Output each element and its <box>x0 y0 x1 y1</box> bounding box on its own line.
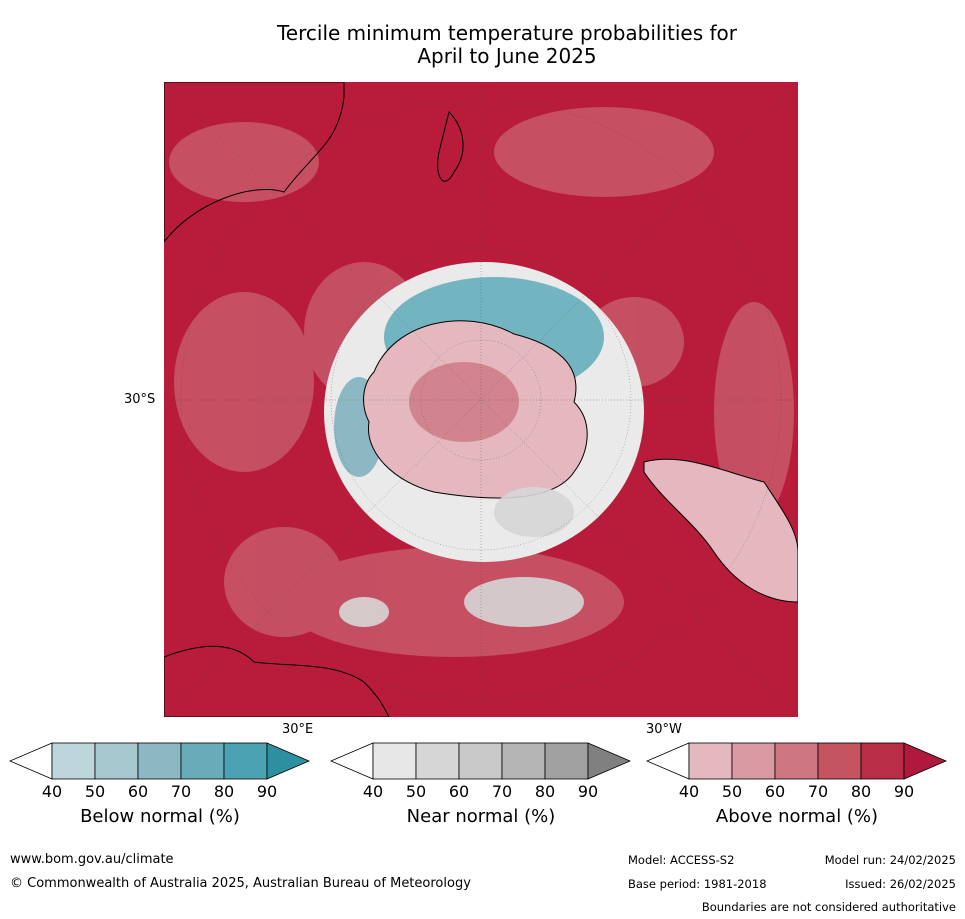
near-tick-label: 90 <box>577 782 599 801</box>
south-america-outline <box>643 458 798 603</box>
colorbar-below-label: Below normal (%) <box>80 806 240 827</box>
below-segment <box>223 742 268 780</box>
near-segment <box>544 742 589 780</box>
colorbar-near-label: Near normal (%) <box>406 806 556 827</box>
above-tick-label: 40 <box>678 782 700 801</box>
above-cap-low <box>645 742 690 780</box>
below-cap-low <box>8 742 53 780</box>
near-cap-low <box>329 742 374 780</box>
lat-label-30s: 30°S <box>124 392 156 407</box>
disclaimer-text: Boundaries are not considered authoritat… <box>701 900 956 914</box>
africa-outline <box>164 645 390 717</box>
above-segment <box>774 742 819 780</box>
australia-outline <box>164 82 345 243</box>
title-line-1: Tercile minimum temperature probabilitie… <box>276 21 738 45</box>
below-segment <box>180 742 225 780</box>
below-tick-label: 90 <box>256 782 278 801</box>
above-segment <box>688 742 733 780</box>
near-tick-label: 40 <box>362 782 384 801</box>
near-tick-label: 70 <box>491 782 513 801</box>
below-tick-label: 70 <box>170 782 192 801</box>
above-segment <box>817 742 862 780</box>
colorbar-above-label: Above normal (%) <box>715 806 879 827</box>
map-title: Tercile minimum temperature probabilitie… <box>0 22 965 68</box>
near-segment <box>372 742 417 780</box>
near-tick-label: 80 <box>534 782 556 801</box>
below-segment <box>94 742 139 780</box>
near-cap-high <box>587 742 632 780</box>
new-zealand-outline <box>437 111 464 182</box>
polar-probability-map <box>164 82 798 717</box>
near-segment <box>415 742 460 780</box>
above-tick-label: 90 <box>893 782 915 801</box>
lon-label-30e: 30°E <box>282 722 314 737</box>
near-normal-patches <box>339 487 584 627</box>
below-tick-label: 50 <box>84 782 106 801</box>
above-tick-label: 70 <box>807 782 829 801</box>
graticule <box>164 82 798 717</box>
website-text: www.bom.gov.au/climate <box>10 852 174 867</box>
near-segment <box>458 742 503 780</box>
below-tick-label: 80 <box>213 782 235 801</box>
near-tick-label: 60 <box>448 782 470 801</box>
near-tick-label: 50 <box>405 782 427 801</box>
model-run-text: Model run: 24/02/2025 <box>824 853 956 867</box>
base-period-text: Base period: 1981-2018 <box>628 877 767 891</box>
above-cap-high <box>903 742 948 780</box>
below-tick-label: 40 <box>41 782 63 801</box>
colorbar-near <box>329 742 632 780</box>
above-tick-label: 60 <box>764 782 786 801</box>
colorbar-below <box>8 742 311 780</box>
above-segment <box>731 742 776 780</box>
above-segment <box>860 742 905 780</box>
title-line-2: April to June 2025 <box>417 44 597 68</box>
below-cap-high <box>266 742 311 780</box>
below-segment <box>137 742 182 780</box>
model-text: Model: ACCESS-S2 <box>628 853 735 867</box>
copyright-text: © Commonwealth of Australia 2025, Austra… <box>10 876 471 891</box>
above-tick-label: 80 <box>850 782 872 801</box>
near-segment <box>501 742 546 780</box>
above-tick-label: 50 <box>721 782 743 801</box>
colorbar-above <box>645 742 948 780</box>
lon-label-30w: 30°W <box>646 722 682 737</box>
issued-text: Issued: 26/02/2025 <box>845 877 956 891</box>
below-tick-label: 60 <box>127 782 149 801</box>
below-segment <box>51 742 96 780</box>
